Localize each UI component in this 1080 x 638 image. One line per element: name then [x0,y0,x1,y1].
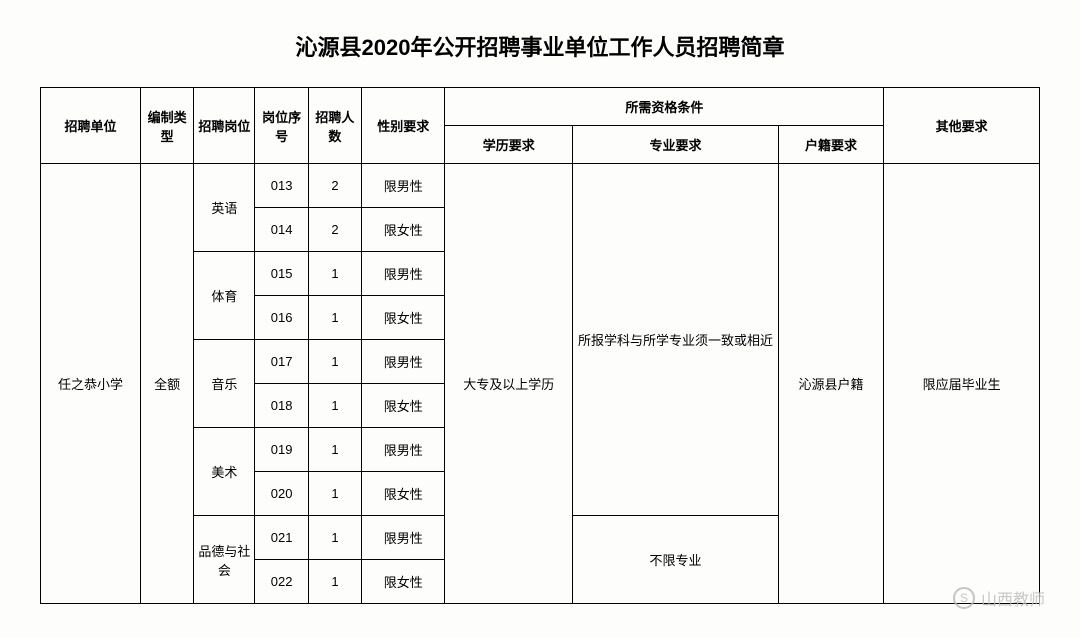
cell-gender: 限女性 [362,560,445,604]
table-row: 任之恭小学 全额 英语 013 2 限男性 大专及以上学历 所报学科与所学专业须… [41,164,1040,208]
cell-post: 美术 [194,428,255,516]
cell-gender: 限女性 [362,296,445,340]
th-gender: 性别要求 [362,88,445,164]
cell-num: 1 [308,296,361,340]
cell-gender: 限男性 [362,252,445,296]
cell-seq: 021 [255,516,308,560]
cell-num: 1 [308,560,361,604]
th-residence: 户籍要求 [778,126,884,164]
cell-gender: 限男性 [362,516,445,560]
cell-major-2: 不限专业 [573,516,779,604]
cell-gender: 限男性 [362,428,445,472]
cell-seq: 017 [255,340,308,384]
cell-seq: 020 [255,472,308,516]
cell-post: 英语 [194,164,255,252]
th-unit: 招聘单位 [41,88,141,164]
wechat-icon: S [953,587,975,609]
th-cond-group: 所需资格条件 [445,88,884,126]
cell-edu: 大专及以上学历 [445,164,573,604]
cell-seq: 016 [255,296,308,340]
cell-seq: 022 [255,560,308,604]
table-header-row: 招聘单位 编制类型 招聘岗位 岗位序号 招聘人数 性别要求 所需资格条件 其他要… [41,88,1040,126]
cell-seq: 018 [255,384,308,428]
cell-num: 1 [308,472,361,516]
cell-gender: 限女性 [362,208,445,252]
cell-num: 1 [308,428,361,472]
th-other: 其他要求 [884,88,1040,164]
watermark: S 山西教师 [953,586,1045,610]
cell-post: 品德与社会 [194,516,255,604]
th-major: 专业要求 [573,126,779,164]
cell-num: 1 [308,252,361,296]
cell-seq: 019 [255,428,308,472]
th-num: 招聘人数 [308,88,361,164]
page-title: 沁源县2020年公开招聘事业单位工作人员招聘简章 [40,30,1040,62]
cell-gender: 限男性 [362,340,445,384]
cell-seq: 014 [255,208,308,252]
cell-post: 体育 [194,252,255,340]
cell-seq: 015 [255,252,308,296]
watermark-text: 山西教师 [981,586,1045,610]
cell-other: 限应届毕业生 [884,164,1040,604]
cell-num: 2 [308,208,361,252]
recruitment-table: 招聘单位 编制类型 招聘岗位 岗位序号 招聘人数 性别要求 所需资格条件 其他要… [40,87,1040,604]
cell-gender: 限女性 [362,384,445,428]
cell-num: 2 [308,164,361,208]
cell-num: 1 [308,384,361,428]
th-edu: 学历要求 [445,126,573,164]
cell-num: 1 [308,340,361,384]
th-type: 编制类型 [141,88,194,164]
cell-gender: 限男性 [362,164,445,208]
th-post: 招聘岗位 [194,88,255,164]
cell-post: 音乐 [194,340,255,428]
cell-residence: 沁源县户籍 [778,164,884,604]
cell-unit: 任之恭小学 [41,164,141,604]
cell-gender: 限女性 [362,472,445,516]
cell-type: 全额 [141,164,194,604]
cell-seq: 013 [255,164,308,208]
cell-major-1: 所报学科与所学专业须一致或相近 [573,164,779,516]
th-seq: 岗位序号 [255,88,308,164]
cell-num: 1 [308,516,361,560]
